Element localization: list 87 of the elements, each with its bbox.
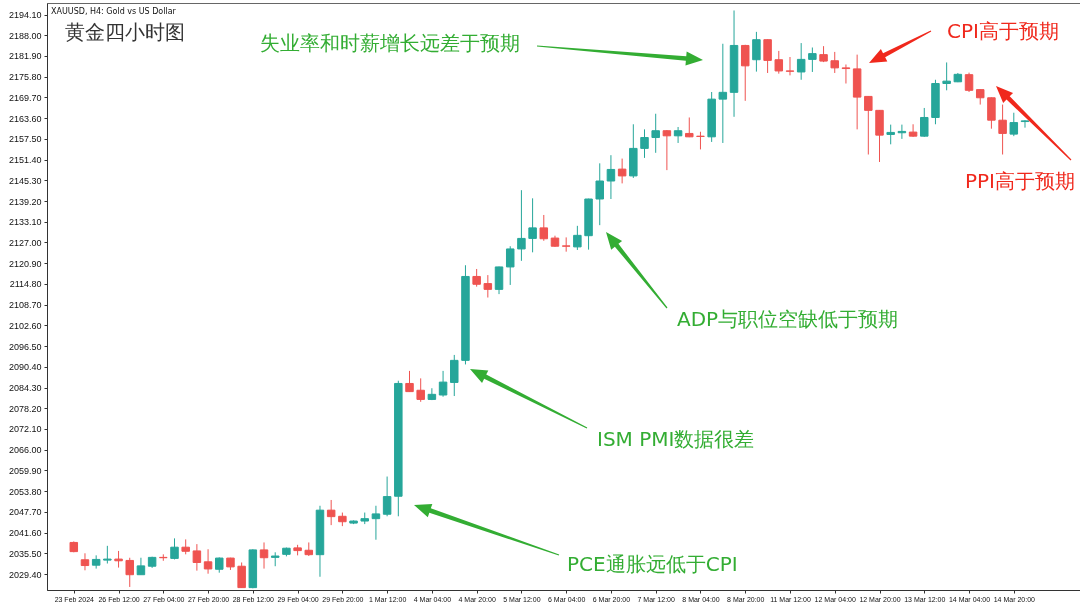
- y-tick-label: 2041.60: [8, 528, 42, 539]
- y-tick-label: 2035.50: [8, 548, 42, 559]
- candlestick: [483, 274, 493, 299]
- y-tick-label: 2145.30: [8, 175, 42, 186]
- candlestick: [1009, 112, 1019, 137]
- y-tick-label: 2188.00: [8, 30, 42, 41]
- y-tick-label: 2120.90: [8, 258, 42, 269]
- y-tick-label: 2053.80: [8, 486, 42, 497]
- y-tick-label: 2108.70: [8, 300, 42, 311]
- chart-subtitle: XAUUSD, H4: Gold vs US Dollar: [51, 7, 177, 16]
- candlestick: [427, 387, 437, 401]
- y-tick-label: 2114.80: [9, 279, 42, 290]
- candlestick: [897, 124, 907, 140]
- y-tick-label: 2163.60: [8, 113, 42, 124]
- candlestick: [528, 197, 537, 253]
- candlestick: [718, 43, 728, 144]
- candlestick: [908, 123, 918, 138]
- candlestick: [405, 370, 414, 393]
- candlestick: [505, 245, 515, 286]
- y-tick-label: 2090.40: [8, 362, 42, 373]
- annotation: 失业率和时薪增长远差于预期: [260, 31, 520, 55]
- y-tick-label: 2194.10: [8, 10, 42, 21]
- y-tick-label: 2181.90: [8, 51, 42, 62]
- y-tick-label: 2139.20: [8, 196, 42, 207]
- candlestick: [125, 557, 134, 588]
- candlestick: [371, 505, 381, 541]
- candlestick: [785, 56, 795, 76]
- candlestick: [796, 42, 806, 81]
- y-tick-label: 2133.10: [8, 217, 42, 228]
- y-tick-label: 2066.00: [8, 445, 42, 456]
- candlestick: [808, 47, 817, 73]
- y-tick-label: 2084.30: [8, 383, 42, 394]
- candlestick: [494, 266, 504, 295]
- y-tick-label: 2096.50: [8, 341, 42, 352]
- candlestick: [640, 128, 649, 159]
- candlestick: [752, 31, 761, 73]
- candlestick: [942, 61, 951, 91]
- annotation: CPI高于预期: [947, 19, 1059, 43]
- candlestick: [237, 561, 246, 589]
- candlestick: [920, 107, 929, 138]
- candlestick: [80, 552, 90, 571]
- candlestick: [561, 236, 571, 253]
- y-tick-label: 2157.50: [8, 134, 42, 145]
- candlestick: [841, 63, 851, 85]
- candlestick: [159, 553, 168, 562]
- candlestick: [450, 354, 459, 397]
- y-tick-label: 2047.70: [8, 507, 42, 518]
- candlestick: [763, 38, 772, 74]
- y-tick-label: 2127.00: [8, 237, 42, 248]
- candlestick: [192, 543, 202, 572]
- candlestick: [606, 154, 616, 200]
- candlestick: [539, 214, 549, 242]
- candlestick: [259, 541, 269, 570]
- candlestick: [326, 499, 336, 526]
- y-tick-label: 2072.10: [8, 424, 42, 435]
- y-tick-label: 2029.40: [8, 569, 42, 580]
- y-tick-label: 2059.90: [8, 465, 42, 476]
- candlestick: [673, 126, 683, 144]
- annotation: PCE通胀远低于CPI: [567, 552, 738, 576]
- annotation: PPI高于预期: [964, 169, 1075, 193]
- candlestick: [1020, 119, 1030, 129]
- candlestick: [662, 129, 672, 171]
- text: 黄金四小时图: [65, 20, 185, 44]
- candlestick: [998, 104, 1007, 156]
- candlestick: [595, 162, 604, 226]
- candlestick: [203, 548, 213, 575]
- candlestick: [864, 95, 873, 156]
- candlestick: [438, 370, 448, 398]
- candlestick: [651, 113, 660, 154]
- y-tick-label: 2102.60: [8, 320, 42, 331]
- candlestick: [774, 50, 784, 75]
- candlestick: [987, 96, 996, 130]
- candlestick: [964, 72, 974, 93]
- candlestick: [382, 476, 392, 517]
- y-tick-label: 2078.20: [8, 403, 42, 414]
- candlestick: [617, 158, 627, 184]
- y-tick-label: 2151.40: [8, 155, 42, 166]
- candlestick: [886, 124, 895, 145]
- annotation: ISM PMI数据很差: [597, 427, 755, 451]
- y-tick-label: 2169.70: [8, 92, 42, 103]
- candlestick: [416, 377, 425, 403]
- y-tick-label: 2175.80: [8, 72, 42, 83]
- candlestick: [740, 44, 750, 102]
- candlestick: [517, 189, 526, 262]
- candlestick: [830, 51, 839, 74]
- candlestick: [573, 225, 582, 251]
- annotation: ADP与职位空缺低于预期: [677, 307, 899, 331]
